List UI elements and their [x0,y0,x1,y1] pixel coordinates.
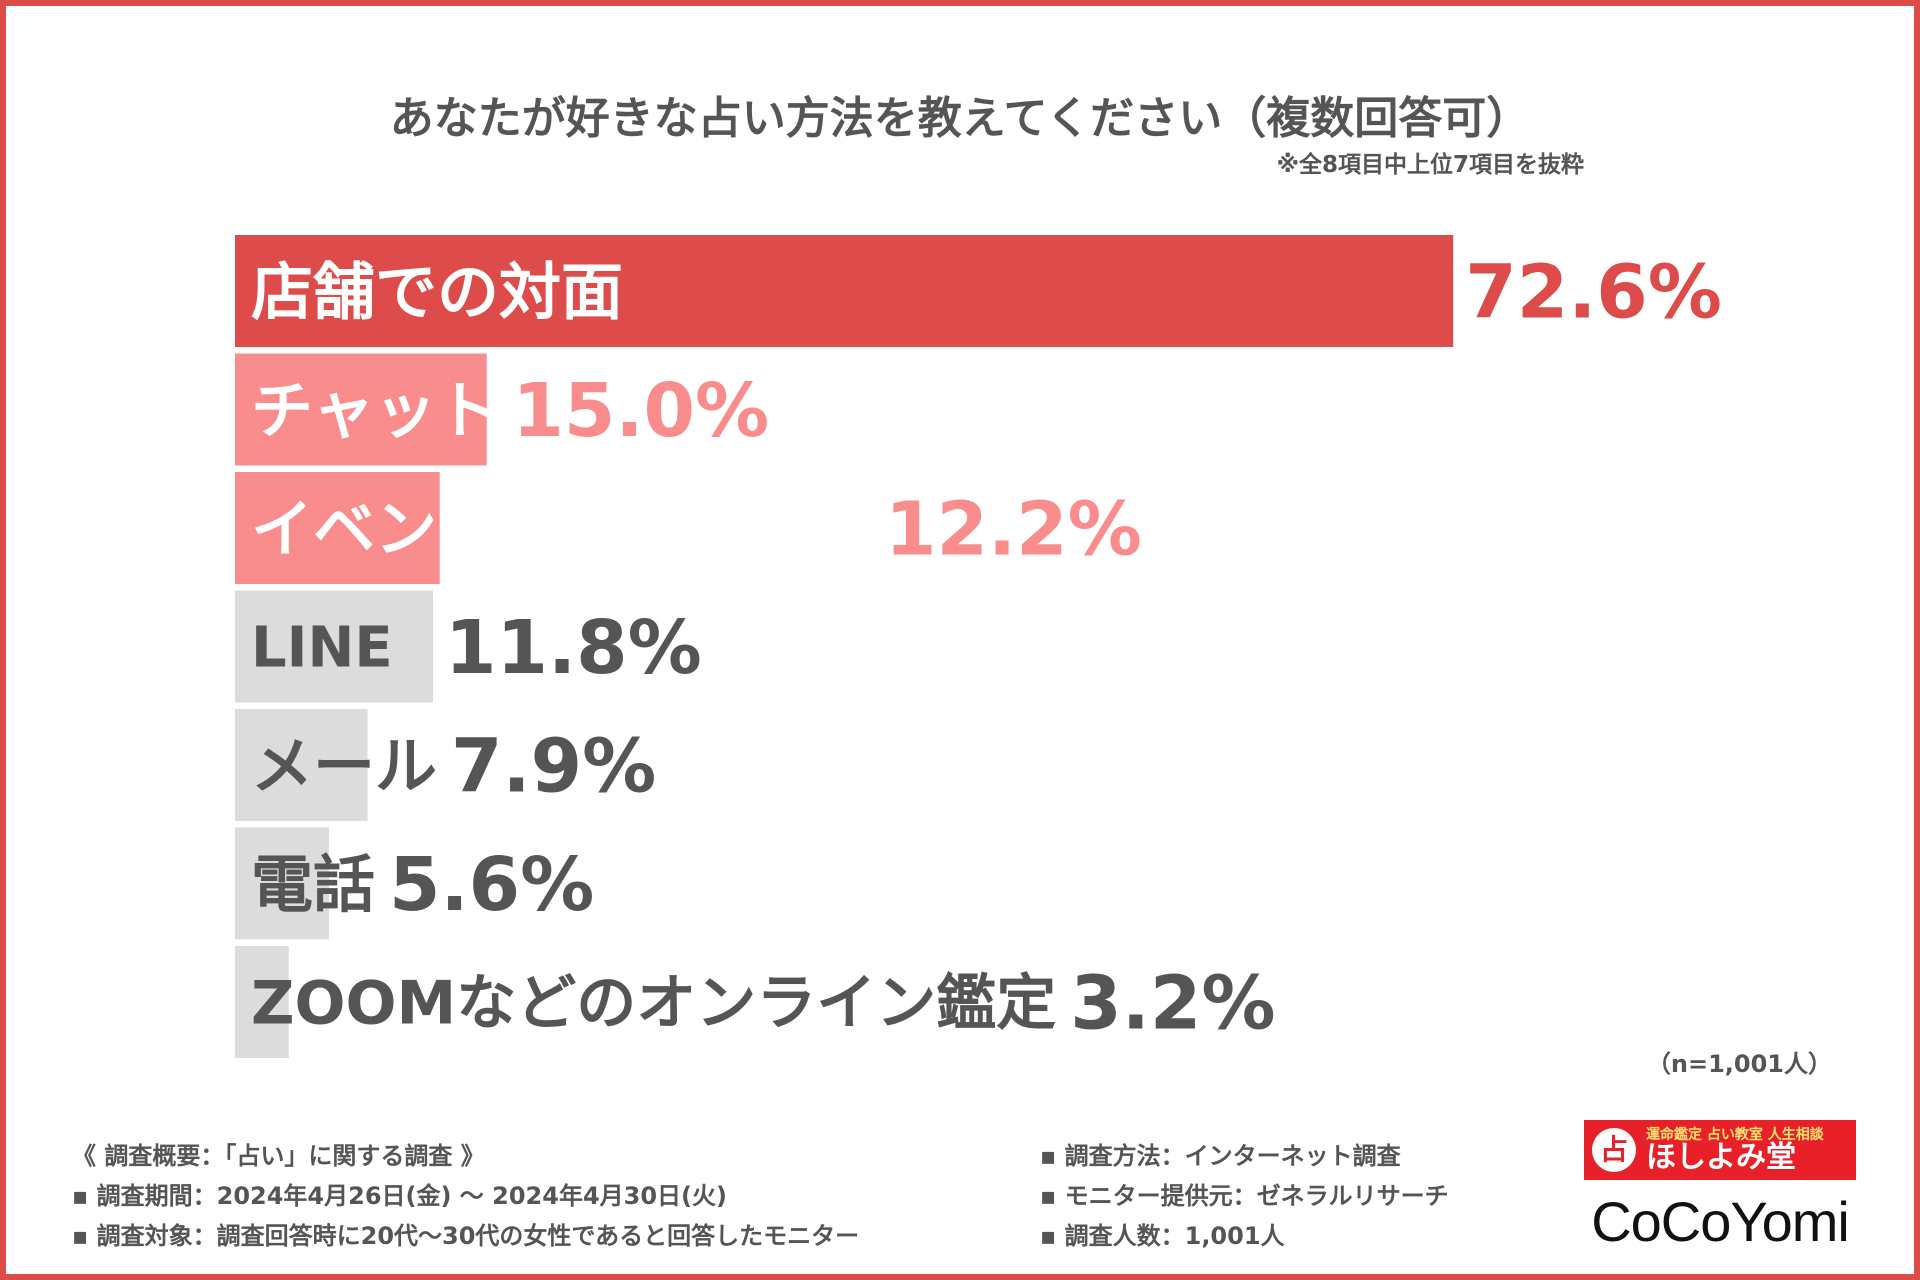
bar-3 [235,590,434,703]
bar-label-6: ZOOMなどのオンライン鑑定 [251,969,1056,1039]
logo-brand: ほしよみ堂 [1646,1140,1796,1175]
bar-4 [235,709,368,821]
bar-label-2: イベント会場での対面 [251,492,871,565]
bar-value-label-1: 15.0% [512,368,769,454]
bar-value-label-6: 3.2% [1070,961,1275,1047]
chart-title: あなたが好きな占い方法を教えてください（複数回答可） [389,93,1531,144]
survey-method: ▪ 調査方法：インターネット調査 [1040,1142,1401,1170]
bar-label-5: 電話 [251,848,375,921]
chart-note: ※全8項目中上位7項目を抜粋 [1276,152,1584,178]
bar-5 [235,827,329,940]
bar-value-label-5: 5.6% [389,842,594,928]
bar-6 [235,946,289,1058]
cocoyomi-logo: CoCoYomi [1591,1190,1850,1253]
bar-value-label-4: 7.9% [451,724,656,810]
bar-label-0: 店舗での対面 [251,255,623,328]
uranai-badge-icon: 占 [1592,1128,1636,1172]
bar-0 [235,235,1454,347]
hoshiyomido-logo: 占 運命鑑定 占い教室 人生相談 ほしよみ堂 [1584,1120,1856,1180]
logo-tagline: 運命鑑定 占い教室 人生相談 [1646,1127,1824,1143]
bar-value-label-3: 11.8% [445,605,702,691]
survey-title: 《 調査概要：「占い」に関する調査 》 [72,1142,485,1170]
survey-summary-left: 《 調査概要：「占い」に関する調査 》 ▪ 調査期間：2024年4月26日(金)… [72,1136,859,1256]
survey-summary-right: ▪ 調査方法：インターネット調査 ▪ モニター提供元：ゼネラルリサーチ ▪ 調査… [1040,1136,1449,1256]
bar-value-label-0: 72.6% [1465,250,1722,336]
monitor-provider: ▪ モニター提供元：ゼネラルリサーチ [1040,1182,1449,1210]
respondent-count: ▪ 調査人数：1,001人 [1040,1222,1285,1250]
bar-2 [235,472,440,584]
bar-1 [235,353,487,466]
bar-label-1: チャット [251,374,498,447]
survey-period: ▪ 調査期間：2024年4月26日(金) 〜 2024年4月30日(火) [72,1182,727,1210]
bar-value-label-2: 12.2% [885,487,1142,573]
bar-label-4: メール [251,729,437,802]
bar-label-3: LINE [251,616,393,681]
survey-target: ▪ 調査対象：調査回答時に20代〜30代の女性であると回答したモニター [72,1222,860,1250]
sample-size: （n=1,001人） [1646,1050,1832,1078]
